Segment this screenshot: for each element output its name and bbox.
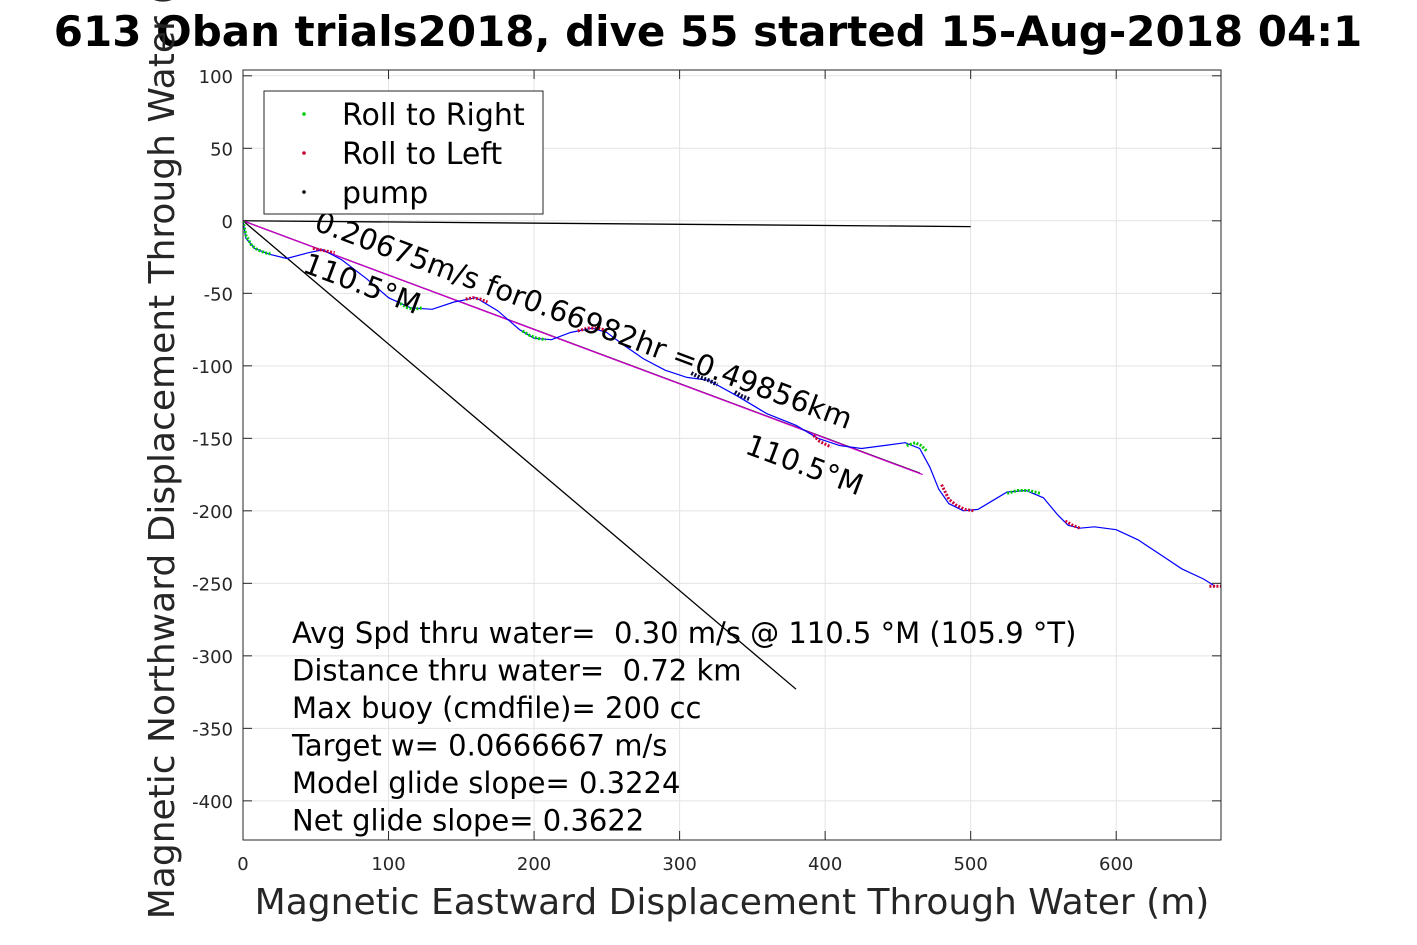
y-tick-label: -300 — [192, 647, 233, 668]
x-axis-label: Magnetic Eastward Displacement Through W… — [255, 882, 1210, 923]
stats-block: Avg Spd thru water= 0.30 m/s @ 110.5 °M … — [291, 616, 1076, 838]
legend-marker — [302, 190, 306, 194]
avg-heading-line-magenta — [243, 220, 923, 476]
legend-label: pump — [342, 176, 428, 211]
x-tick-label: 600 — [1099, 854, 1133, 875]
y-tick-label: -250 — [192, 574, 233, 595]
y-axis: 100 50 0 -50 -100 -150 -200 -250 -300 -350 -400 — [192, 67, 1221, 813]
chart-title: 613 Oban trials2018, dive 55 started 15-… — [54, 7, 1362, 56]
x-tick-label: 500 — [953, 854, 987, 875]
roll-left-segment — [312, 246, 335, 255]
roll-left-segment — [812, 434, 832, 449]
stat-line: Distance thru water= 0.72 km — [292, 654, 742, 688]
legend-marker — [302, 112, 306, 116]
roll-right-segment — [906, 441, 929, 453]
roll-right-segment — [521, 329, 546, 342]
legend-label: Roll to Right — [342, 98, 525, 133]
x-tick-label: 400 — [808, 854, 842, 875]
marker-series — [243, 220, 1221, 588]
roll-right-segment — [243, 220, 273, 256]
track-series — [243, 220, 1216, 587]
x-tick-label: 300 — [662, 854, 696, 875]
x-tick-label: 100 — [371, 854, 405, 875]
y-tick-label: -400 — [192, 792, 233, 813]
stat-line: Max buoy (cmdfile)= 200 cc — [292, 691, 701, 725]
stat-line: Avg Spd thru water= 0.30 m/s @ 110.5 °M … — [292, 616, 1076, 650]
reference-lines — [243, 220, 971, 690]
y-tick-label: -150 — [192, 429, 233, 450]
stat-line: Net glide slope= 0.3622 — [292, 804, 644, 838]
stat-line: Model glide slope= 0.3224 — [292, 766, 680, 800]
roll-left-segment — [577, 326, 609, 333]
roll-right-segment — [399, 302, 423, 311]
roll-right-segment — [1006, 489, 1041, 495]
y-tick-label: 0 — [222, 212, 233, 233]
heading-line-diagonal — [243, 220, 797, 690]
y-tick-label: -50 — [204, 284, 233, 305]
plot-frame — [242, 69, 1222, 841]
legend-box — [263, 90, 544, 215]
y-axis-label: Magnetic Northward Displacement Through … — [142, 0, 183, 919]
x-tick-label: 0 — [237, 854, 248, 875]
x-tick-label: 200 — [517, 854, 551, 875]
y-tick-label: 100 — [199, 67, 233, 88]
legend-marker — [302, 151, 306, 155]
legend-label: Roll to Left — [342, 137, 502, 172]
track-line — [243, 220, 1216, 587]
x-axis: 0 100 200 300 400 500 600 — [237, 70, 1133, 875]
legend: Roll to Right Roll to Left pump — [263, 90, 544, 215]
y-tick-label: -200 — [192, 502, 233, 523]
pump-segment — [733, 390, 751, 402]
y-tick-label: -100 — [192, 357, 233, 378]
y-tick-label: -350 — [192, 719, 233, 740]
heading-line-east — [243, 220, 971, 228]
roll-left-segment — [465, 296, 489, 304]
stat-line: Target w= 0.0666667 m/s — [291, 729, 667, 763]
grid — [243, 70, 1221, 840]
roll-left-segment — [1064, 519, 1081, 530]
roll-left-segment — [940, 484, 974, 513]
y-tick-label: 50 — [210, 139, 233, 160]
pump-segment — [690, 371, 719, 387]
